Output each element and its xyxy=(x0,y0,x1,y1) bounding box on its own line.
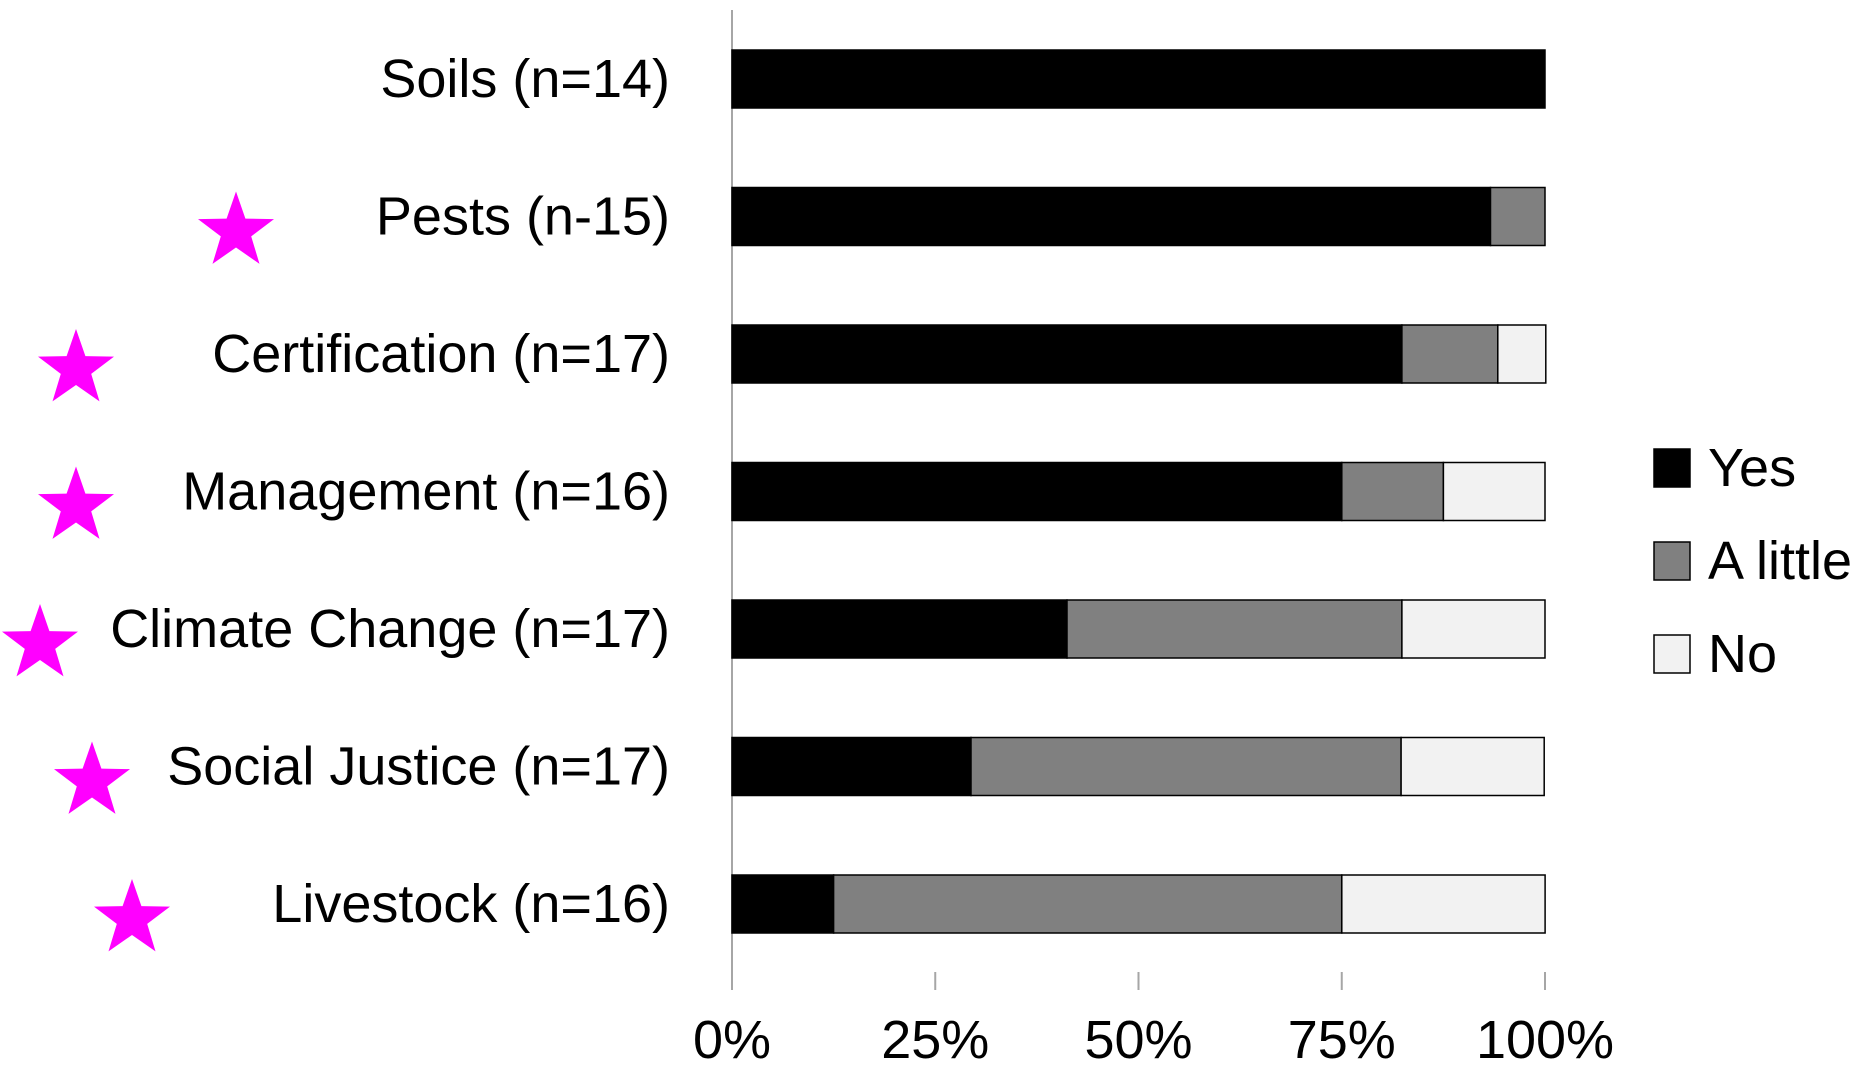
bar-segment-yes xyxy=(731,49,1546,109)
bar-segment-a-little xyxy=(1341,461,1445,522)
bar-segment-yes xyxy=(731,324,1403,384)
x-tick-label: 75% xyxy=(1288,1010,1396,1070)
star-icon xyxy=(38,466,114,539)
legend-swatch-a-little xyxy=(1653,541,1691,581)
x-tick-label: 100% xyxy=(1476,1010,1614,1070)
category-label: Livestock (n=16) xyxy=(272,874,670,934)
star-icon xyxy=(94,879,170,952)
bar-segment-no xyxy=(1497,324,1547,384)
bar-segment-no xyxy=(1401,599,1546,659)
star-icon xyxy=(198,191,274,264)
category-label: Certification (n=17) xyxy=(212,324,670,384)
x-tick-label: 0% xyxy=(693,1010,771,1070)
bar-segment-a-little xyxy=(1066,599,1403,659)
bar-segment-a-little xyxy=(1401,324,1499,384)
bar-segment-yes xyxy=(731,186,1492,247)
bar-segment-yes xyxy=(731,736,972,797)
bar-segment-no xyxy=(1442,461,1546,522)
legend-swatch-yes xyxy=(1653,448,1691,488)
x-tick-label: 50% xyxy=(1084,1010,1192,1070)
star-icon xyxy=(38,329,114,402)
bar-segment-yes xyxy=(731,461,1343,522)
bar-segment-yes xyxy=(731,874,835,934)
bar-segment-no xyxy=(1341,874,1546,934)
star-icon xyxy=(2,604,78,677)
legend-label-yes: Yes xyxy=(1708,438,1796,498)
category-label: Management (n=16) xyxy=(182,462,670,522)
legend-label-a-little: A little xyxy=(1708,531,1852,591)
category-label: Climate Change (n=17) xyxy=(110,599,670,659)
legend-label-no: No xyxy=(1708,624,1777,684)
legend-swatch-no xyxy=(1653,634,1691,674)
x-tick-label: 25% xyxy=(881,1010,989,1070)
bar-segment-a-little xyxy=(1489,186,1546,247)
bar-segment-a-little xyxy=(832,874,1343,934)
bar-segment-no xyxy=(1400,736,1545,797)
category-label: Social Justice (n=17) xyxy=(167,737,670,797)
bar-segment-yes xyxy=(731,599,1068,659)
star-icon xyxy=(54,741,130,814)
bar-segment-a-little xyxy=(970,736,1402,797)
category-label: Soils (n=14) xyxy=(380,49,670,109)
category-label: Pests (n-15) xyxy=(376,187,670,247)
